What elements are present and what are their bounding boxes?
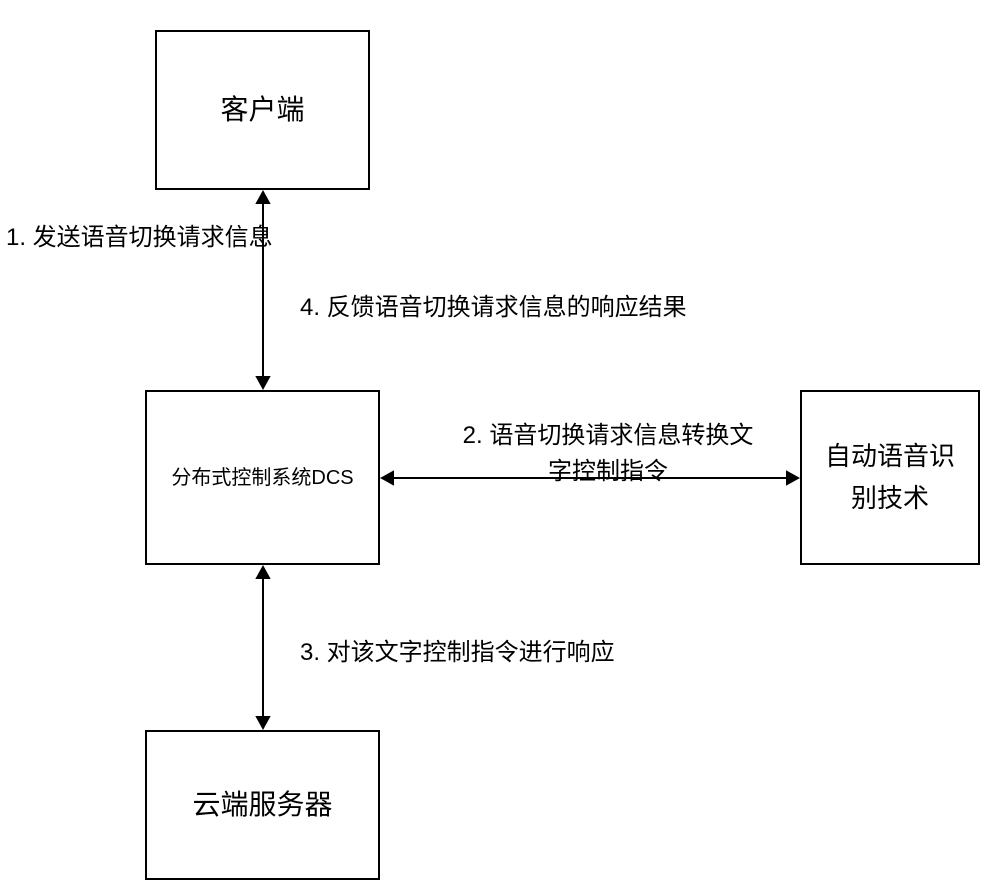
node-client: 客户端 — [155, 30, 370, 190]
edge-label-2-text: 2. 语音切换请求信息转换文 字控制指令 — [463, 422, 754, 485]
diagram-canvas: 客户端 分布式控制系统DCS 自动语音识 别技术 云端服务器 1. 发送语音切换… — [0, 0, 1000, 891]
edge-label-1-text: 1. 发送语音切换请求信息 — [6, 224, 273, 251]
edge-label-3-text: 3. 对该文字控制指令进行响应 — [300, 639, 615, 666]
node-asr-label: 自动语音识 别技术 — [825, 436, 955, 519]
edge-label-1: 1. 发送语音切换请求信息 — [6, 220, 346, 256]
edge-label-4-text: 4. 反馈语音切换请求信息的响应结果 — [300, 294, 687, 321]
node-client-label: 客户端 — [220, 88, 304, 133]
edge-label-4: 4. 反馈语音切换请求信息的响应结果 — [300, 290, 800, 326]
edge-label-3: 3. 对该文字控制指令进行响应 — [300, 635, 700, 671]
node-dcs: 分布式控制系统DCS — [145, 390, 380, 565]
node-dcs-label: 分布式控制系统DCS — [171, 462, 353, 494]
edge-label-2: 2. 语音切换请求信息转换文 字控制指令 — [438, 418, 778, 490]
node-asr: 自动语音识 别技术 — [800, 390, 980, 565]
node-cloud: 云端服务器 — [145, 730, 380, 880]
node-cloud-label: 云端服务器 — [192, 783, 332, 828]
